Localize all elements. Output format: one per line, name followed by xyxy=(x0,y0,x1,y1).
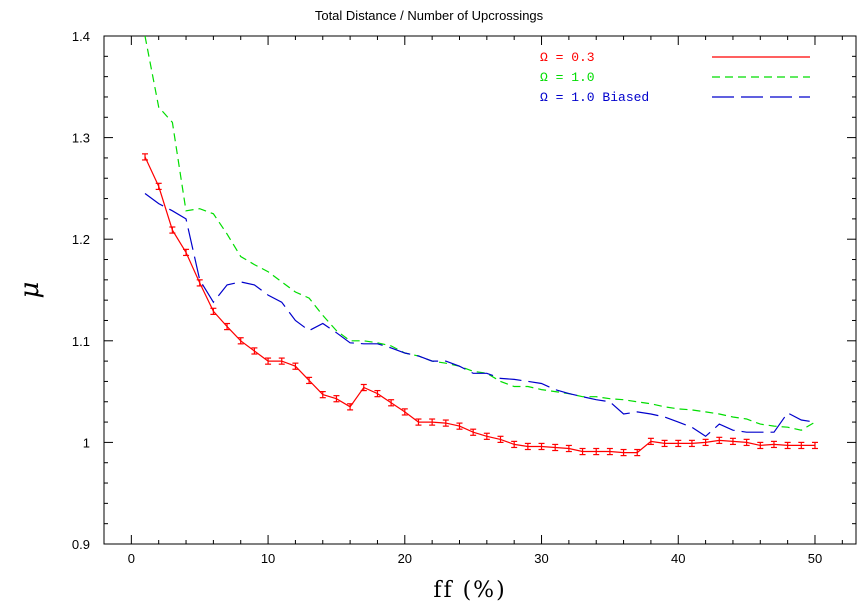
legend-label-0: Ω = 0.3 xyxy=(540,50,595,65)
series-layer xyxy=(142,36,818,457)
chart-title: Total Distance / Number of Upcrossings xyxy=(315,8,544,23)
x-axis-label: ff (%) xyxy=(433,578,506,603)
y-tick-label: 1 xyxy=(83,435,90,450)
y-tick-label: 1.2 xyxy=(72,232,90,247)
series-line-0 xyxy=(144,156,815,454)
plot-frame xyxy=(103,35,857,545)
series-line-2 xyxy=(144,193,816,438)
legend-label-1: Ω = 1.0 xyxy=(540,70,595,85)
x-tick-label: 50 xyxy=(808,551,822,566)
x-tick-label: 20 xyxy=(398,551,412,566)
y-tick-label: 1.1 xyxy=(72,334,90,349)
y-tick-label: 1.3 xyxy=(72,131,90,146)
y-axis-label: μ xyxy=(15,282,45,299)
series-line-1 xyxy=(144,36,816,431)
x-tick-label: 30 xyxy=(534,551,548,566)
axis-ticks: 0 10 20 30 40 50 0.9 1 1.1 1.2 1.3 1.4 xyxy=(72,29,856,566)
x-tick-label: 40 xyxy=(671,551,685,566)
y-tick-label: 0.9 xyxy=(72,537,90,552)
y-tick-label: 1.4 xyxy=(72,29,90,44)
legend-label-2: Ω = 1.0 Biased xyxy=(540,90,649,105)
legend: Ω = 0.3 Ω = 1.0 Ω = 1.0 Biased xyxy=(540,50,810,105)
x-tick-label: 10 xyxy=(261,551,275,566)
x-tick-label: 0 xyxy=(128,551,135,566)
